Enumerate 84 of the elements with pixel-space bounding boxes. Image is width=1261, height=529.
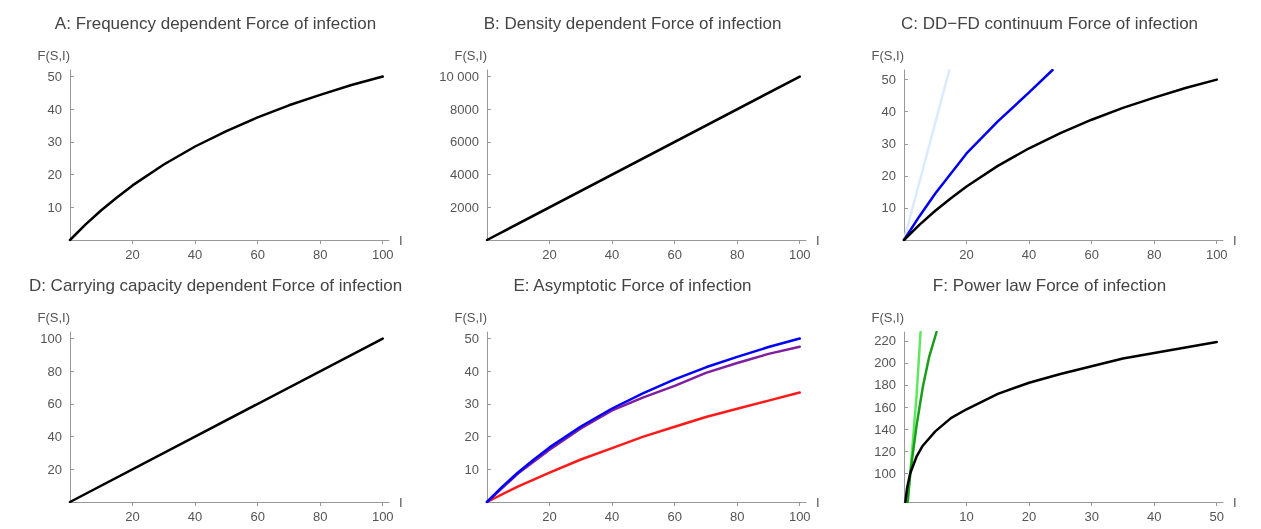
x-tick-label: 80	[312, 247, 328, 262]
y-tick-label: 160	[874, 399, 896, 415]
y-tick-label: 100	[40, 331, 62, 347]
y-tick-label: 50	[47, 69, 62, 85]
y-tick-label: 30	[464, 396, 479, 412]
y-tick-label: 180	[874, 377, 896, 393]
x-tick-label: 100	[788, 247, 811, 262]
y-tick-label: 40	[47, 101, 62, 117]
x-tick-label: 60	[667, 509, 682, 524]
chart-title: C: DD−FD continuum Force of infection	[900, 14, 1199, 33]
y-tick-label: 20	[881, 168, 896, 184]
y-tick-label: 50	[464, 331, 479, 347]
x-tick-label: 60	[1084, 247, 1099, 262]
x-tick-label: 60	[667, 247, 682, 262]
x-tick-label: 20	[542, 247, 557, 262]
y-tick-label: 50	[881, 72, 896, 88]
y-tick-label: 30	[881, 136, 896, 152]
x-tick-label: 40	[604, 509, 620, 524]
x-tick-label: 80	[729, 247, 745, 262]
y-tick-label: 2000	[450, 199, 479, 215]
y-tick-label: 8000	[450, 101, 479, 117]
y-tick-label: 40	[881, 104, 896, 120]
y-axis-title: F(S,I)	[37, 48, 70, 63]
x-tick-label: 40	[187, 247, 203, 262]
y-tick-label: 20	[464, 429, 479, 445]
y-tick-label: 60	[47, 396, 62, 412]
y-tick-label: 140	[874, 421, 896, 437]
y-tick-label: 10	[464, 461, 479, 477]
y-tick-label: 40	[464, 363, 479, 379]
x-tick-label: 60	[250, 509, 265, 524]
y-tick-label: 80	[47, 363, 62, 379]
x-axis-title: I	[1233, 232, 1237, 248]
y-tick-label: 200	[874, 355, 896, 371]
x-tick-label: 100	[788, 509, 811, 524]
y-axis-title: F(S,I)	[871, 48, 904, 63]
x-tick-label: 100	[371, 247, 394, 262]
x-tick-label: 20	[125, 247, 140, 262]
y-tick-label: 30	[47, 134, 62, 150]
x-tick-label: 100	[371, 509, 394, 524]
x-tick-label: 80	[729, 509, 745, 524]
x-tick-label: 100	[1205, 247, 1228, 262]
x-tick-label: 40	[187, 509, 203, 524]
x-axis-title: I	[399, 232, 403, 248]
y-axis-title: F(S,I)	[37, 310, 70, 325]
y-axis-title: F(S,I)	[454, 48, 487, 63]
line-series	[485, 391, 801, 504]
y-tick-label: 6000	[450, 134, 479, 150]
x-tick-label: 40	[604, 247, 620, 262]
y-tick-label: 20	[47, 461, 62, 477]
y-tick-label: 100	[874, 465, 896, 481]
x-axis-title: I	[1233, 494, 1237, 510]
y-tick-label: 10 000	[439, 69, 479, 85]
x-tick-label: 20	[1021, 509, 1037, 524]
x-tick-label: 20	[542, 509, 557, 524]
y-tick-label: 10	[47, 199, 62, 215]
x-tick-label: 30	[1084, 509, 1099, 524]
line-series	[902, 78, 1218, 242]
y-tick-label: 20	[47, 167, 62, 183]
x-tick-label: 40	[1146, 509, 1162, 524]
y-tick-label: 10	[881, 200, 896, 216]
chart-title: E: Asymptotic Force of infection	[513, 276, 752, 295]
chart-title: B: Density dependent Force of infection	[483, 14, 782, 33]
x-tick-label: 10	[959, 509, 974, 524]
y-tick-label: 4000	[450, 167, 479, 183]
chart-title: F: Power law Force of infection	[932, 276, 1167, 295]
x-tick-label: 80	[312, 509, 328, 524]
x-axis-title: I	[816, 494, 820, 510]
chart-title: A: Frequency dependent Force of infection	[54, 14, 377, 33]
y-tick-label: 120	[874, 443, 896, 459]
x-axis-title: I	[816, 232, 820, 248]
x-tick-label: 80	[1146, 247, 1162, 262]
y-tick-label: 40	[47, 429, 62, 445]
x-tick-label: 20	[959, 247, 974, 262]
x-tick-label: 60	[250, 247, 265, 262]
line-series	[904, 340, 1218, 504]
chart-title: D: Carrying capacity dependent Force of infection	[28, 276, 403, 295]
x-axis-title: I	[399, 494, 403, 510]
x-tick-label: 50	[1209, 509, 1224, 524]
y-tick-label: 220	[874, 333, 896, 349]
x-tick-label: 40	[1021, 247, 1037, 262]
y-axis-title: F(S,I)	[871, 310, 904, 325]
x-tick-label: 20	[125, 509, 140, 524]
y-axis-title: F(S,I)	[454, 310, 487, 325]
line-series	[68, 75, 384, 242]
